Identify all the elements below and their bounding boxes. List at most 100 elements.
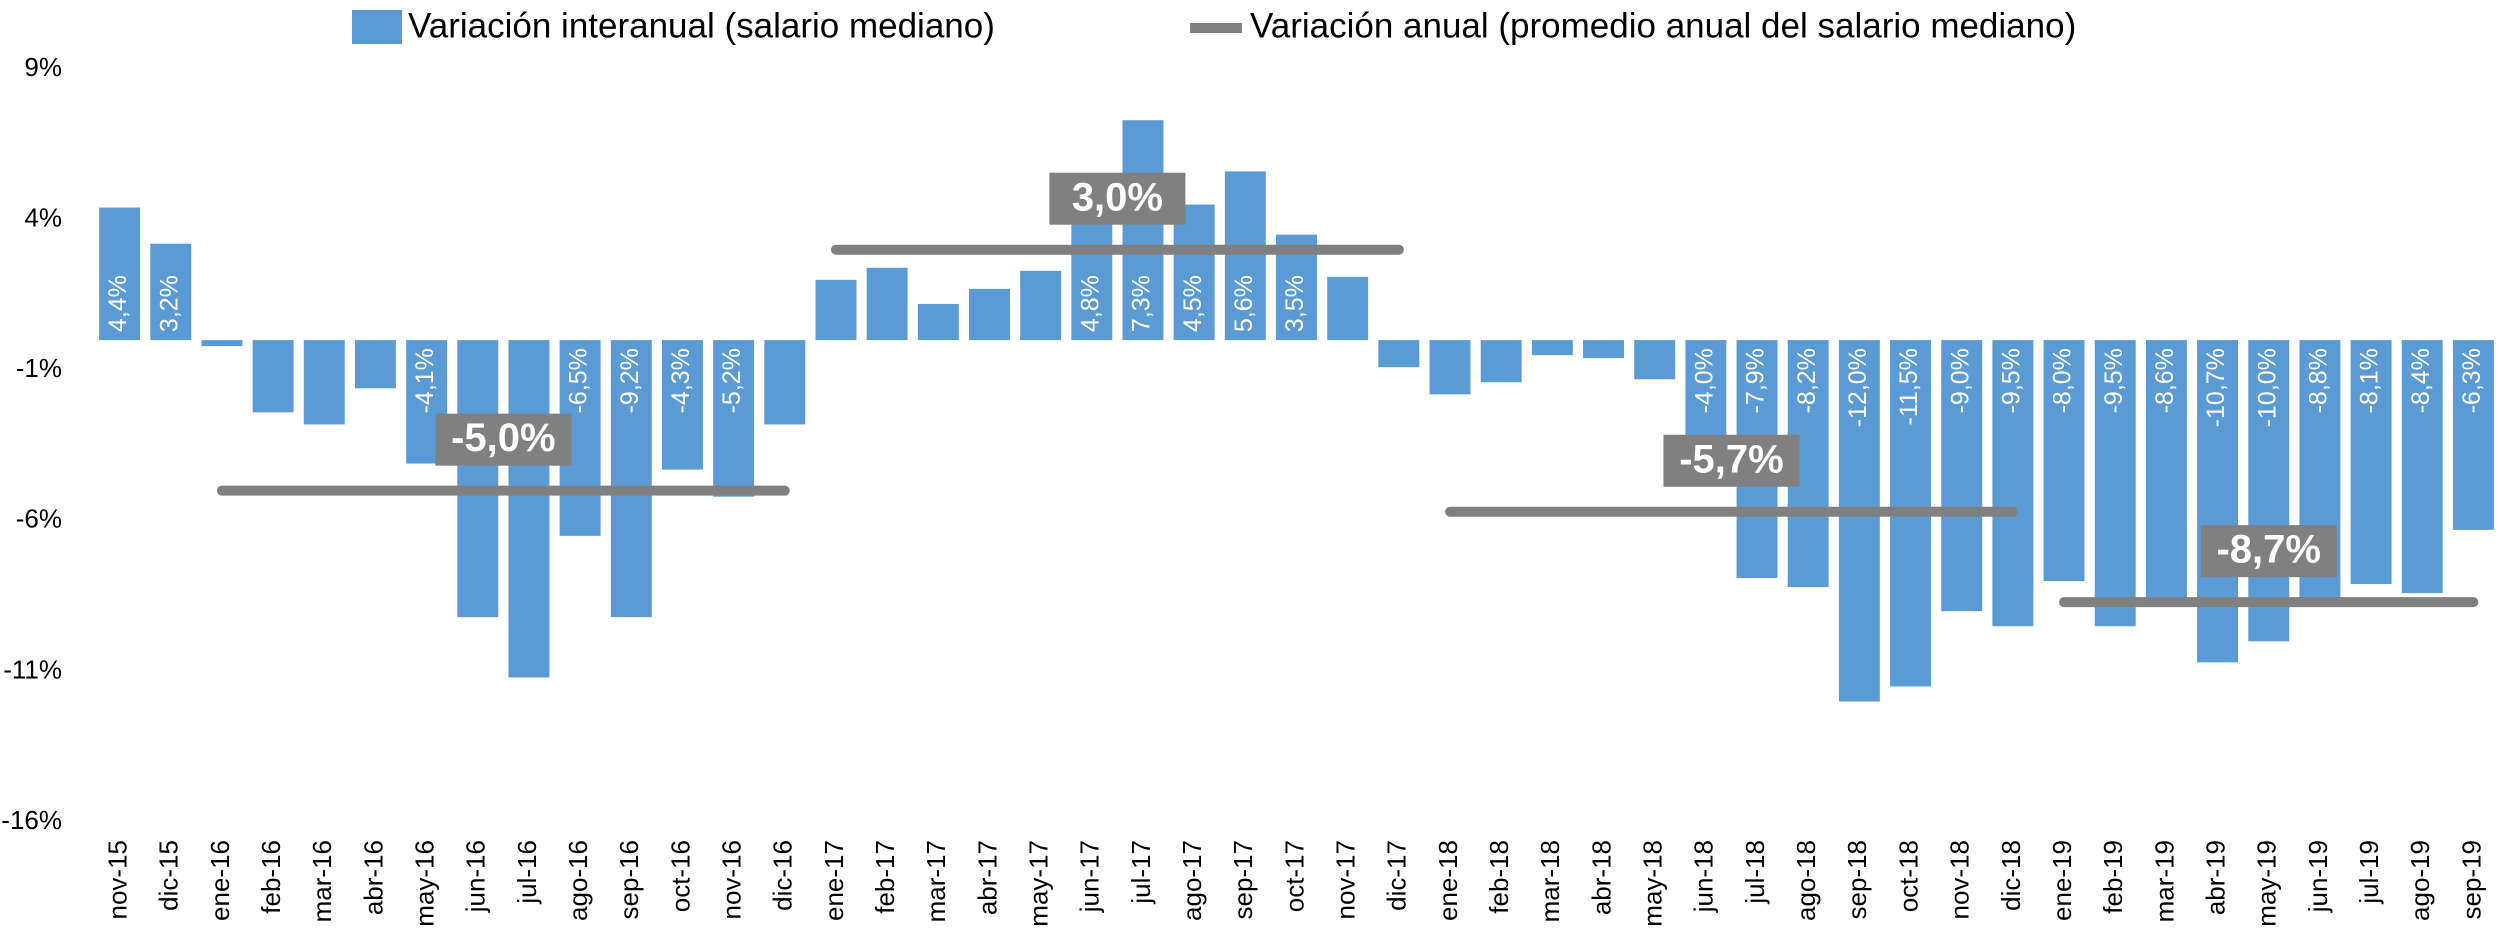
data-label: 3,0% <box>1072 175 1163 219</box>
x-tick-label: oct-16 <box>665 840 695 912</box>
x-tick-label: may-18 <box>1638 840 1668 927</box>
x-tick-label: may-17 <box>1024 840 1054 927</box>
bar <box>1941 340 1983 612</box>
x-tick-label: ene-19 <box>2047 840 2077 921</box>
x-tick-label: sep-18 <box>1842 840 1872 920</box>
legend-label: Variación anual (promedio anual del sala… <box>1250 6 2076 45</box>
data-label: -8,7% <box>2216 528 2321 572</box>
x-tick-label: mar-19 <box>2149 840 2179 922</box>
x-tick-label: jun-19 <box>2303 840 2333 913</box>
bar <box>1583 340 1624 359</box>
bar <box>457 340 499 618</box>
x-tick-label: ago-18 <box>1791 840 1821 921</box>
bar <box>354 340 396 389</box>
bar <box>2248 340 2290 642</box>
data-label: 4,5% <box>1179 275 1207 332</box>
bar <box>1480 340 1522 383</box>
bar <box>1838 340 1880 702</box>
bar <box>1173 204 1215 341</box>
label-box <box>1663 434 1800 487</box>
data-label: -4,1% <box>411 348 439 413</box>
bar <box>1378 340 1420 368</box>
bar <box>2145 340 2187 600</box>
label-box <box>2200 525 2337 578</box>
data-label: -5,2% <box>718 348 746 413</box>
x-tick-label: may-16 <box>409 840 439 927</box>
data-label: -11,5% <box>1895 348 1923 425</box>
x-tick-label: feb-16 <box>256 840 286 914</box>
x-tick-label: oct-17 <box>1279 840 1309 912</box>
data-label: -8,2% <box>1793 348 1821 413</box>
data-label: -4,0% <box>1690 348 1718 413</box>
bar <box>252 340 294 413</box>
data-label: -8,4% <box>2407 348 2435 413</box>
bar <box>866 267 908 341</box>
x-tick-label: nov-17 <box>1331 840 1361 920</box>
bar <box>1992 340 2034 627</box>
bar <box>2043 340 2085 582</box>
x-tick-label: jul-17 <box>1126 840 1156 905</box>
bar <box>1429 340 1471 395</box>
x-tick-label: nov-15 <box>102 840 132 920</box>
x-tick-label: sep-17 <box>1228 840 1258 920</box>
bar <box>969 288 1010 341</box>
data-label: -7,9% <box>1742 348 1770 413</box>
x-tick-label: nov-16 <box>717 840 747 920</box>
y-tick-label: -11% <box>3 654 62 684</box>
data-label: -8,8% <box>2305 348 2333 413</box>
data-label: -5,0% <box>451 416 556 460</box>
x-tick-label: ago-17 <box>1177 840 1207 921</box>
x-tick-label: abr-17 <box>972 840 1002 915</box>
x-tick-label: oct-18 <box>1893 840 1923 912</box>
bar <box>661 340 703 470</box>
label-box <box>1049 172 1186 225</box>
x-tick-label: ene-18 <box>1433 840 1463 921</box>
data-label: 3,2% <box>155 275 183 332</box>
bar <box>1224 171 1266 341</box>
bar <box>610 340 652 618</box>
bar <box>303 340 345 425</box>
data-label: -9,5% <box>1997 348 2025 413</box>
data-label: -10,0% <box>2253 348 2281 427</box>
data-label: -8,1% <box>2356 348 2384 413</box>
bar <box>1020 270 1062 341</box>
bar <box>2350 340 2392 585</box>
data-label: 4,4% <box>104 275 132 332</box>
bar <box>713 340 755 497</box>
x-tick-label: ene-17 <box>819 840 849 921</box>
x-tick-label: mar-17 <box>921 840 951 922</box>
x-tick-label: jun-16 <box>461 840 491 913</box>
data-label: -6,3% <box>2458 348 2486 413</box>
bar <box>815 279 857 341</box>
data-label: 3,5% <box>1281 275 1309 332</box>
bar <box>99 207 141 341</box>
x-tick-label: dic-15 <box>154 840 184 911</box>
bar <box>1531 340 1573 356</box>
data-label: 5,6% <box>1230 275 1258 332</box>
y-tick-label: -16% <box>1 805 62 835</box>
bar <box>1634 340 1676 380</box>
data-label: -12,0% <box>1844 348 1872 427</box>
bar <box>508 340 550 678</box>
data-label: -5,7% <box>1679 437 1784 481</box>
x-tick-label: abr-18 <box>1586 840 1616 915</box>
x-tick-label: feb-19 <box>2098 840 2128 914</box>
bar <box>2197 340 2239 663</box>
data-label: -6,5% <box>565 348 593 413</box>
x-tick-label: nov-18 <box>1945 840 1975 920</box>
x-tick-label: ene-16 <box>205 840 235 921</box>
data-label: -9,5% <box>2100 348 2128 413</box>
x-tick-label: sep-16 <box>614 840 644 920</box>
x-tick-label: mar-18 <box>1535 840 1565 922</box>
x-tick-label: abr-19 <box>2200 840 2230 915</box>
y-tick-label: 9% <box>24 52 62 82</box>
x-tick-label: jun-17 <box>1075 840 1105 913</box>
y-tick-label: -6% <box>16 504 62 534</box>
x-tick-label: jul-16 <box>512 840 542 905</box>
x-tick-label: ago-16 <box>563 840 593 921</box>
x-tick-label: may-19 <box>2252 840 2282 927</box>
x-tick-label: dic-18 <box>1996 840 2026 911</box>
data-label: -10,7% <box>2202 348 2230 427</box>
legend-label: Variación interanual (salario mediano) <box>408 6 995 45</box>
data-label: -9,0% <box>1946 348 1974 413</box>
